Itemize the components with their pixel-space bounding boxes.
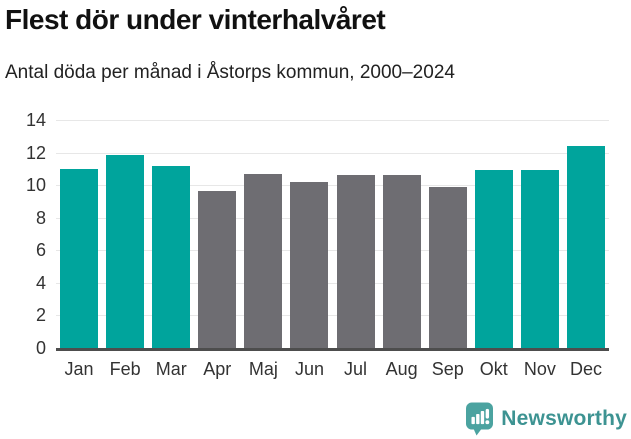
newsworthy-logo-icon: [466, 402, 494, 436]
y-axis-labels: 0 2 4 6 8 10 12 14: [0, 111, 46, 357]
chart-title: Flest dör under vinterhalvåret: [5, 4, 386, 35]
x-axis-labels: Jan Feb Mar Apr Maj Jun Jul Aug Sep Okt Nov Dec: [56, 359, 609, 383]
x-tick-label-jan: Jan: [64, 359, 94, 379]
x-tick-label-okt: Okt: [479, 359, 508, 379]
x-tick-label-jul: Jul: [344, 359, 368, 379]
gridline-y2: [56, 315, 609, 317]
bar-aug: [382, 175, 421, 348]
x-tick-label-nov: Nov: [523, 359, 556, 379]
x-tick-label-sep: Sep: [431, 359, 464, 379]
bar-maj: [244, 173, 283, 348]
x-tick-label-jun: Jun: [294, 359, 324, 379]
x-tick-label-apr: Apr: [203, 359, 232, 379]
y-tick-label: 6: [35, 240, 46, 261]
x-tick-label-mar: Mar: [155, 359, 187, 379]
bar-jan: [60, 168, 99, 348]
y-tick-label: 14: [25, 110, 46, 130]
plot-area: [56, 120, 609, 351]
gridline-y4: [56, 282, 609, 284]
bar-jun: [290, 181, 329, 348]
y-tick-label: 10: [25, 175, 46, 196]
bar-jul: [336, 174, 375, 348]
gridline-y10: [56, 185, 609, 187]
gridline-y6: [56, 250, 609, 252]
gridline-y12: [56, 152, 609, 154]
bar-dec: [566, 146, 605, 348]
y-tick-label: 4: [35, 272, 46, 293]
brand-footer: Newsworthy: [466, 402, 627, 436]
bar-okt: [474, 169, 513, 348]
bar-apr: [198, 190, 237, 348]
bar-feb: [106, 155, 145, 348]
x-tick-label-aug: Aug: [385, 359, 418, 379]
x-tick-label-maj: Maj: [248, 359, 278, 379]
brand-name: Newsworthy: [501, 407, 627, 430]
y-tick-label: 8: [35, 207, 46, 228]
y-tick-label: 12: [25, 142, 46, 163]
gridline-y8: [56, 217, 609, 219]
chart-subtitle: Antal döda per månad i Åstorps kommun, 2…: [5, 62, 455, 83]
bar-nov: [520, 169, 559, 348]
y-tick-label: 2: [35, 305, 46, 326]
x-tick-label-feb: Feb: [109, 359, 141, 379]
gridline-y14: [56, 120, 609, 121]
y-tick-label: 0: [35, 338, 46, 358]
bar-mar: [152, 165, 191, 348]
x-tick-label-dec: Dec: [569, 359, 602, 379]
bar-sep: [428, 186, 467, 348]
